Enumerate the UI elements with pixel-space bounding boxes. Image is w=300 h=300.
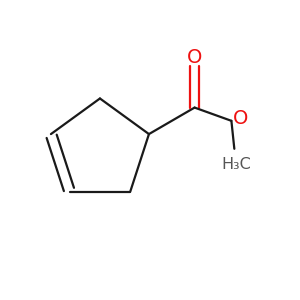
Text: O: O xyxy=(233,109,248,128)
Text: H₃C: H₃C xyxy=(221,158,251,172)
Text: O: O xyxy=(187,48,202,67)
